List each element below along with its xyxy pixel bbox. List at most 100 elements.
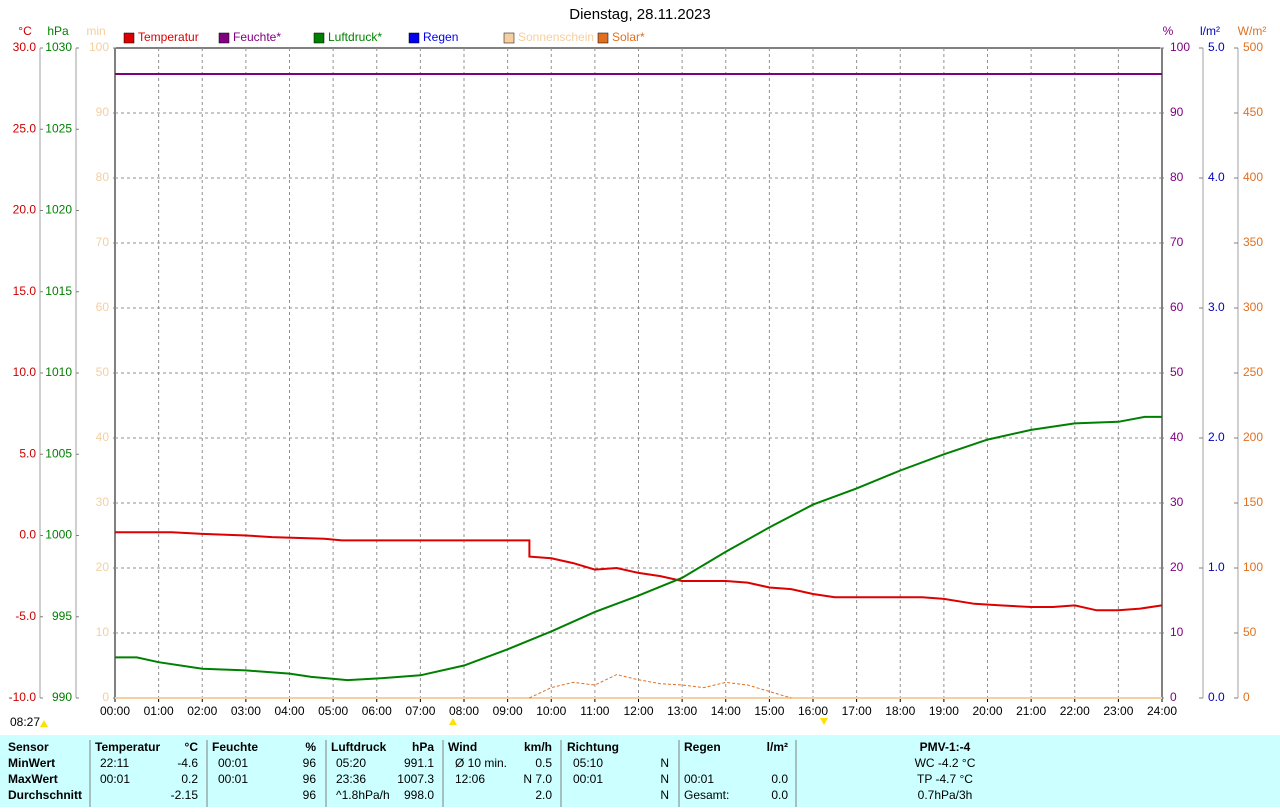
sun-marker xyxy=(40,720,48,727)
table-cell: -4.6 xyxy=(177,756,198,770)
table-cell: 96 xyxy=(303,772,317,786)
sunset-marker xyxy=(820,718,828,725)
table-header: % xyxy=(305,740,316,754)
x-tick-label: 13:00 xyxy=(667,704,697,718)
table-cell: 0.0 xyxy=(771,772,788,786)
y-tick-label: -10.0 xyxy=(9,690,37,704)
legend-label: Solar* xyxy=(612,30,645,44)
legend-label: Luftdruck* xyxy=(328,30,382,44)
y-tick-label: 70 xyxy=(96,235,110,249)
y-axis-unit: min xyxy=(86,24,105,38)
y-tick-label: 2.0 xyxy=(1208,430,1225,444)
y-axis-unit: hPa xyxy=(47,24,69,38)
table-cell: 00:01 xyxy=(218,772,248,786)
y-tick-label: 80 xyxy=(1170,170,1184,184)
y-tick-label: 100 xyxy=(89,40,109,54)
y-tick-label: 5.0 xyxy=(1208,40,1225,54)
chart-title: Dienstag, 28.11.2023 xyxy=(569,6,711,23)
table-header: Richtung xyxy=(567,740,619,754)
table-background xyxy=(0,735,1280,807)
table-cell: N 7.0 xyxy=(523,772,552,786)
table-cell: 991.1 xyxy=(404,756,434,770)
y-tick-label: 0 xyxy=(1243,690,1250,704)
legend-label: Regen xyxy=(423,30,458,44)
legend-label: Temperatur xyxy=(138,30,199,44)
y-tick-label: 15.0 xyxy=(13,284,37,298)
y-tick-label: 70 xyxy=(1170,235,1184,249)
y-tick-label: 150 xyxy=(1243,495,1263,509)
table-cell: 12:06 xyxy=(455,772,485,786)
y-tick-label: 990 xyxy=(52,690,72,704)
y-tick-label: 20 xyxy=(1170,560,1184,574)
table-header: Regen xyxy=(684,740,721,754)
x-tick-label: 21:00 xyxy=(1016,704,1046,718)
x-tick-label: 24:00 xyxy=(1147,704,1177,718)
table-cell: 998.0 xyxy=(404,788,434,802)
table-cell: Ø 10 min. xyxy=(455,756,507,770)
y-tick-label: -5.0 xyxy=(15,609,36,623)
table-header: PMV-1:-4 xyxy=(920,740,971,754)
y-tick-label: 60 xyxy=(96,300,110,314)
table-cell: 00:01 xyxy=(573,772,603,786)
x-tick-label: 23:00 xyxy=(1103,704,1133,718)
x-tick-label: 12:00 xyxy=(623,704,653,718)
table-cell: 96 xyxy=(303,756,317,770)
y-axis-unit: °C xyxy=(18,24,32,38)
legend-label: Feuchte* xyxy=(233,30,281,44)
sun-time: 08:27 xyxy=(10,715,40,729)
legend-swatch xyxy=(408,32,420,44)
x-tick-label: 11:00 xyxy=(580,704,609,718)
y-axis-unit: l/m² xyxy=(1200,24,1220,38)
table-cell: -2.15 xyxy=(171,788,199,802)
legend-swatch xyxy=(123,32,135,44)
x-tick-label: 18:00 xyxy=(885,704,915,718)
y-tick-label: 0.0 xyxy=(19,528,36,542)
y-tick-label: 25.0 xyxy=(13,121,37,135)
x-tick-label: 08:00 xyxy=(449,704,479,718)
table-header: Temperatur xyxy=(95,740,160,754)
table-header: °C xyxy=(185,740,199,754)
y-tick-label: 30.0 xyxy=(13,40,37,54)
y-tick-label: 200 xyxy=(1243,430,1263,444)
table-cell: 00:01 xyxy=(218,756,248,770)
y-tick-label: 500 xyxy=(1243,40,1263,54)
x-tick-label: 15:00 xyxy=(754,704,784,718)
table-cell: 05:10 xyxy=(573,756,603,770)
y-tick-label: 350 xyxy=(1243,235,1263,249)
legend-swatch xyxy=(218,32,230,44)
table-cell: WC -4.2 °C xyxy=(915,756,976,770)
x-tick-label: 10:00 xyxy=(536,704,566,718)
y-tick-label: 400 xyxy=(1243,170,1263,184)
y-tick-label: 90 xyxy=(1170,105,1184,119)
y-tick-label: 10.0 xyxy=(13,365,37,379)
legend-swatch xyxy=(313,32,325,44)
x-tick-label: 01:00 xyxy=(144,704,174,718)
table-cell: Gesamt: xyxy=(684,788,729,802)
x-tick-label: 03:00 xyxy=(231,704,261,718)
table-cell: 05:20 xyxy=(336,756,366,770)
legend-swatch xyxy=(597,32,609,44)
table-cell: 00:01 xyxy=(684,772,714,786)
y-tick-label: 5.0 xyxy=(19,446,36,460)
y-tick-label: 300 xyxy=(1243,300,1263,314)
y-tick-label: 50 xyxy=(96,365,110,379)
table-cell: 0.0 xyxy=(771,788,788,802)
y-tick-label: 20 xyxy=(96,560,110,574)
table-cell: 00:01 xyxy=(100,772,130,786)
x-tick-label: 09:00 xyxy=(493,704,523,718)
x-tick-label: 22:00 xyxy=(1060,704,1090,718)
x-tick-label: 04:00 xyxy=(274,704,304,718)
sunrise-marker xyxy=(449,718,457,725)
y-tick-label: 1030 xyxy=(45,40,72,54)
table-cell: 96 xyxy=(303,788,317,802)
y-tick-label: 250 xyxy=(1243,365,1263,379)
table-header: Luftdruck xyxy=(331,740,387,754)
table-cell: N xyxy=(660,772,669,786)
table-cell: 0.7hPa/3h xyxy=(918,788,973,802)
series-line xyxy=(115,415,1162,682)
table-cell: ^1.8hPa/h xyxy=(336,788,390,802)
y-tick-label: 1.0 xyxy=(1208,560,1225,574)
x-tick-label: 06:00 xyxy=(362,704,392,718)
y-tick-label: 10 xyxy=(1170,625,1184,639)
x-tick-label: 20:00 xyxy=(972,704,1002,718)
